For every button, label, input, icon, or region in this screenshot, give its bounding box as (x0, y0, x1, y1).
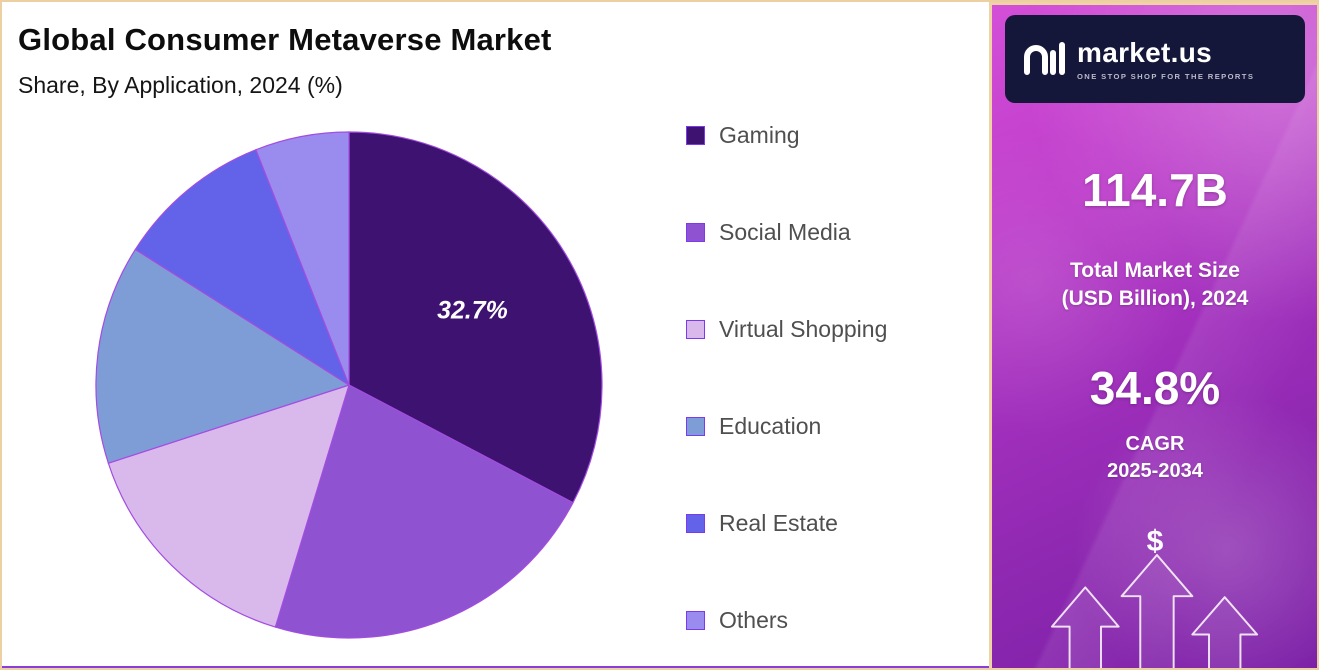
legend-swatch-gaming (686, 126, 705, 145)
marketus-logo-icon (1019, 39, 1067, 79)
legend-swatch-real-estate (686, 514, 705, 533)
legend-item-gaming: Gaming (686, 122, 887, 149)
legend: Gaming Social Media Virtual Shopping Edu… (686, 122, 887, 634)
market-size-label-line1: Total Market Size (1070, 259, 1240, 282)
growth-arrow-middle (1120, 553, 1194, 668)
marketus-logo: market.us ONE STOP SHOP FOR THE REPORTS (1005, 15, 1305, 103)
pie-chart: 32.7% (90, 126, 608, 644)
legend-label: Education (719, 413, 822, 439)
legend-label: Real Estate (719, 510, 838, 536)
growth-arrow-left (1050, 586, 1120, 668)
legend-swatch-virtual-shopping (686, 320, 705, 339)
market-size-value: 114.7B (1082, 164, 1228, 216)
growth-arrow-right (1191, 596, 1259, 668)
logo-text: market.us (1077, 37, 1212, 68)
logo-text-wrap: market.us ONE STOP SHOP FOR THE REPORTS (1077, 37, 1254, 81)
legend-item-others: Others (686, 607, 887, 634)
legend-swatch-social-media (686, 223, 705, 242)
market-size-label: Total Market Size (USD Billion), 2024 (992, 257, 1317, 314)
legend-item-social-media: Social Media (686, 219, 887, 246)
chart-area: Global Consumer Metaverse Market Share, … (2, 2, 989, 668)
legend-swatch-education (686, 417, 705, 436)
growth-arrows-graphic (1050, 553, 1259, 668)
pie-slice-education (95, 248, 351, 464)
legend-label: Social Media (719, 219, 851, 245)
legend-item-education: Education (686, 413, 887, 440)
legend-item-virtual-shopping: Virtual Shopping (686, 316, 887, 343)
cagr-label-line2: 2025-2034 (1107, 460, 1203, 482)
cagr-value: 34.8% (1089, 362, 1221, 414)
cagr-label: CAGR 2025-2034 (992, 431, 1317, 485)
pie-slice-others (255, 131, 350, 386)
legend-swatch-others (686, 611, 705, 630)
pie-slice-social-media (274, 384, 574, 639)
pie-slice-gaming (348, 131, 603, 504)
legend-item-real-estate: Real Estate (686, 510, 887, 537)
cagr-label-line1: CAGR (1125, 433, 1185, 455)
legend-label: Gaming (719, 122, 800, 148)
page-title: Global Consumer Metaverse Market (18, 22, 552, 57)
pie-slice-virtual-shopping (107, 384, 350, 628)
dollar-symbol: $ (1146, 525, 1164, 558)
page-subtitle: Share, By Application, 2024 (%) (18, 72, 343, 98)
pie-data-label: 32.7% (437, 296, 508, 324)
pie-slice-real-estate (134, 148, 351, 387)
logo-tagline: ONE STOP SHOP FOR THE REPORTS (1077, 72, 1255, 81)
promo-sidebar: market.us ONE STOP SHOP FOR THE REPORTS … (989, 2, 1317, 668)
legend-label: Virtual Shopping (719, 316, 888, 342)
pie-chart-svg: 32.7% (95, 131, 603, 639)
market-size-label-line2: (USD Billion), 2024 (1061, 287, 1249, 311)
legend-label: Others (719, 607, 789, 633)
